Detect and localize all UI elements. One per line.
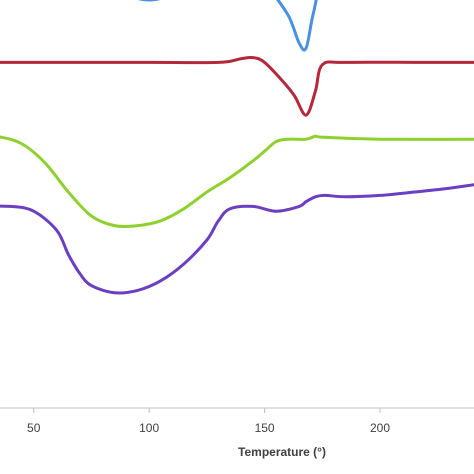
series-layer <box>0 0 474 295</box>
x-tick-label: 50 <box>27 421 41 435</box>
series-line-1 <box>137 0 318 52</box>
x-tick-label: 150 <box>255 421 275 435</box>
series-line-4 <box>0 183 474 295</box>
x-tick-layer: 50 100 150 200 <box>27 408 390 435</box>
x-axis-title: Temperature (°) <box>238 445 326 459</box>
x-tick-label: 100 <box>139 421 159 435</box>
series-line-3 <box>0 134 474 229</box>
x-tick-label: 200 <box>370 421 390 435</box>
series-line-2 <box>0 55 474 117</box>
